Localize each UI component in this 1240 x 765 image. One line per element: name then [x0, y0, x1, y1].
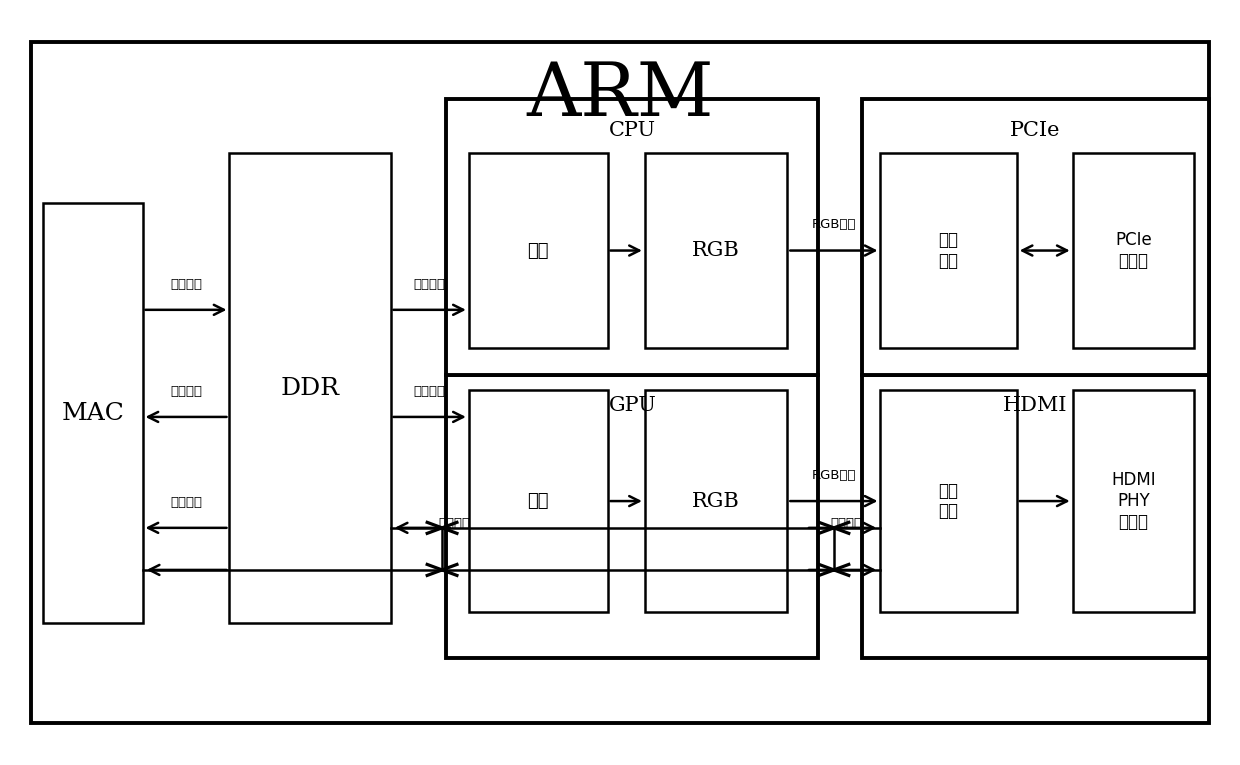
Bar — [645, 153, 787, 348]
Text: DDR: DDR — [280, 376, 340, 400]
Text: MAC: MAC — [62, 402, 124, 425]
Text: RGB: RGB — [692, 241, 740, 260]
Bar — [469, 390, 608, 612]
Text: ARM: ARM — [526, 59, 714, 132]
Text: 控制数据: 控制数据 — [170, 496, 202, 509]
Bar — [229, 153, 391, 623]
Text: 视频数据: 视频数据 — [170, 278, 202, 291]
Text: CPU: CPU — [609, 121, 656, 139]
Text: 解码: 解码 — [527, 492, 549, 510]
Text: PCIe
收发器: PCIe 收发器 — [1115, 231, 1152, 270]
Text: 解码: 解码 — [527, 242, 549, 259]
Bar — [446, 99, 818, 375]
Text: RGB数据: RGB数据 — [812, 219, 856, 231]
Text: 控制数据: 控制数据 — [831, 517, 862, 530]
Text: 图片数据: 图片数据 — [170, 385, 202, 398]
Text: RGB: RGB — [692, 492, 740, 510]
Text: HDMI
PHY
发送器: HDMI PHY 发送器 — [1111, 471, 1156, 531]
Text: 图片数据: 图片数据 — [414, 385, 445, 398]
Bar — [645, 390, 787, 612]
Bar — [31, 42, 1209, 723]
Bar — [862, 99, 1209, 375]
Bar — [469, 153, 608, 348]
Bar — [446, 375, 818, 658]
Text: RGB数据: RGB数据 — [812, 469, 856, 482]
Bar — [1073, 390, 1194, 612]
Bar — [43, 203, 143, 623]
Text: 视频数据: 视频数据 — [414, 278, 445, 291]
Bar — [880, 390, 1017, 612]
Text: GPU: GPU — [609, 396, 656, 415]
Bar — [880, 153, 1017, 348]
Text: 并串
转换: 并串 转换 — [939, 231, 959, 270]
Bar — [862, 375, 1209, 658]
Bar — [1073, 153, 1194, 348]
Text: PCIe: PCIe — [1011, 121, 1060, 139]
Text: 并串
转换: 并串 转换 — [939, 482, 959, 520]
Text: HDMI: HDMI — [1003, 396, 1068, 415]
Text: 控制数据: 控制数据 — [439, 517, 470, 530]
